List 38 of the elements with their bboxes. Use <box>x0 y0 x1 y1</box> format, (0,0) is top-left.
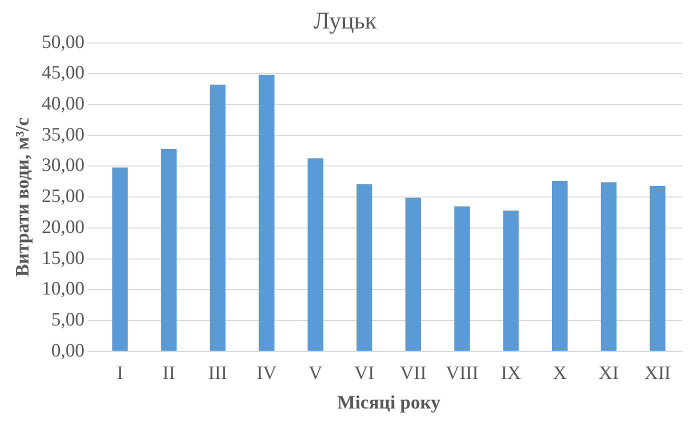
x-tick-label: I <box>116 362 124 384</box>
bar <box>258 74 274 351</box>
x-tick-label: X <box>552 362 567 384</box>
bar <box>600 182 617 351</box>
x-tick-label: IX <box>500 362 522 384</box>
bar <box>503 210 519 351</box>
bar <box>650 186 666 351</box>
x-tick-label: II <box>162 362 176 384</box>
bar <box>161 148 177 351</box>
y-tick-label: 45,00 <box>42 62 85 84</box>
chart-title: Луцьк <box>313 8 377 35</box>
bar <box>210 84 226 351</box>
y-axis-title: Витрати води, м³/с <box>12 117 34 277</box>
x-tick-label: III <box>208 362 228 384</box>
y-tick-label: 25,00 <box>42 186 85 208</box>
bar <box>356 184 372 351</box>
y-tick-label: 30,00 <box>42 155 85 176</box>
y-tick-label: 0,00 <box>51 340 85 362</box>
bar <box>405 198 422 351</box>
bar <box>308 158 324 351</box>
x-tick-label: VIII <box>446 362 478 384</box>
y-tick-label: 15,00 <box>42 248 85 269</box>
y-tick-label: 5,00 <box>51 310 85 331</box>
bar <box>454 206 470 351</box>
x-tick-label: XII <box>644 362 671 384</box>
x-tick-label: VII <box>400 362 426 384</box>
y-tick-label: 35,00 <box>42 124 85 146</box>
y-tick-label: 50,00 <box>42 32 85 53</box>
y-tick-label: 40,00 <box>42 94 85 115</box>
y-tick-label: 20,00 <box>42 216 85 238</box>
y-tick-label: 10,00 <box>42 278 85 300</box>
x-tick-label: IV <box>256 362 277 384</box>
x-tick-label: VI <box>354 362 374 384</box>
x-tick-label: XI <box>598 362 619 384</box>
bar <box>552 181 568 351</box>
bar <box>112 167 128 351</box>
x-axis-title: Місяці року <box>337 392 441 414</box>
x-tick-label: V <box>308 362 323 384</box>
